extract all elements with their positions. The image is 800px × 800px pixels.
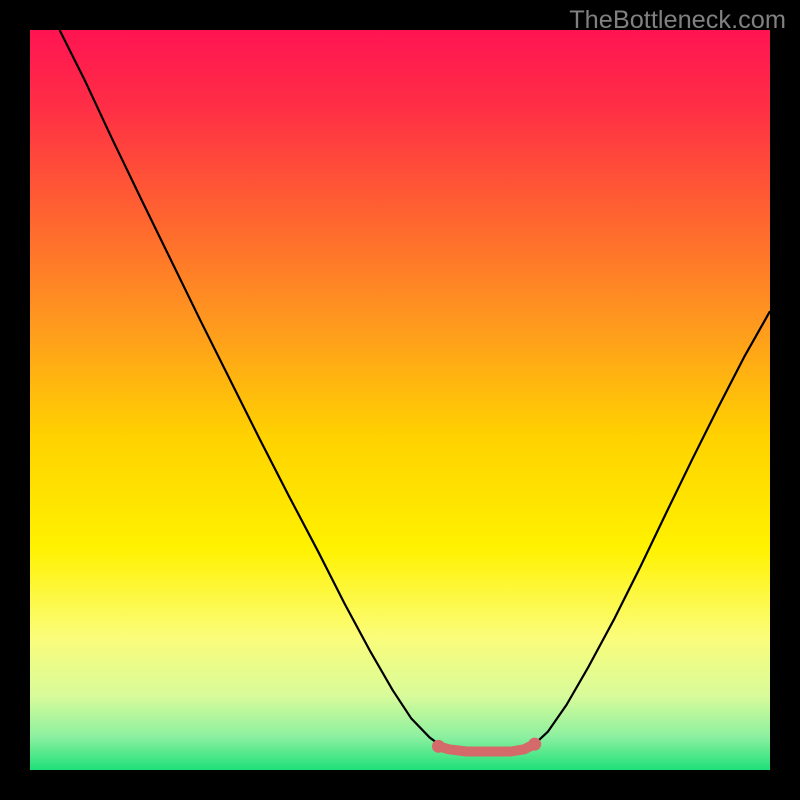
gradient-background: [30, 30, 770, 770]
minimum-endpoint-marker: [528, 738, 541, 751]
bottleneck-chart: [0, 0, 800, 800]
minimum-endpoint-marker: [432, 740, 445, 753]
chart-frame: TheBottleneck.com: [0, 0, 800, 800]
